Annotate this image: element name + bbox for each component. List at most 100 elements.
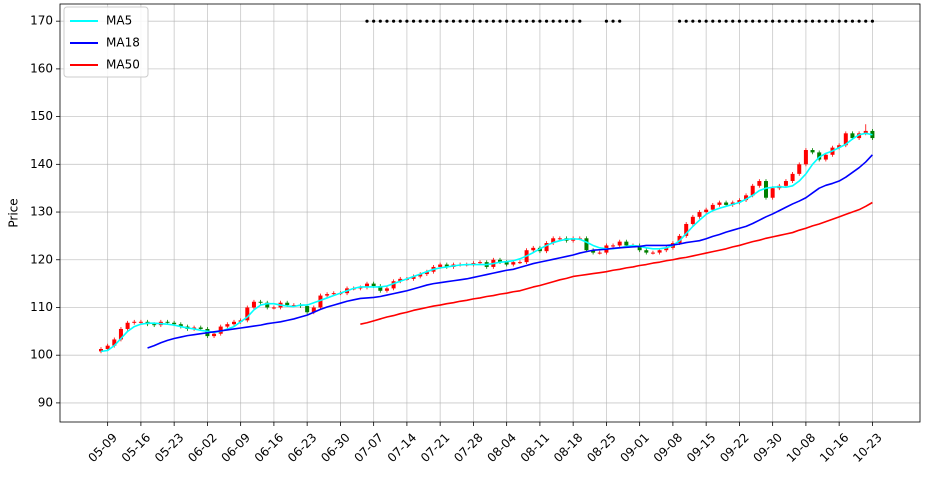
signal-marker: [857, 19, 861, 23]
signal-marker: [458, 19, 462, 23]
y-tick-label: 150: [30, 109, 53, 123]
candle-body: [178, 324, 183, 327]
signal-marker: [810, 19, 815, 23]
candle-body: [225, 324, 230, 327]
signal-marker: [771, 19, 775, 23]
signal-marker: [611, 19, 615, 23]
signal-marker: [438, 19, 442, 23]
candle-body: [498, 259, 502, 263]
candle-body: [704, 209, 709, 213]
signal-marker: [478, 19, 482, 23]
candle-body: [118, 328, 123, 340]
signal-marker: [684, 19, 688, 23]
signal-marker: [398, 19, 402, 23]
candle-body: [843, 133, 848, 146]
signal-marker: [511, 19, 515, 23]
signal-marker: [764, 19, 768, 23]
candle-body: [810, 150, 815, 153]
candle-body: [99, 348, 103, 352]
signal-marker: [365, 19, 369, 23]
signal-marker: [604, 19, 609, 23]
candle-body: [384, 288, 389, 291]
candle-body: [478, 262, 483, 264]
candle-body: [790, 173, 795, 182]
candle-body: [305, 306, 310, 313]
candle-body: [391, 281, 396, 289]
candle-body: [444, 264, 449, 267]
candle-body: [331, 293, 336, 295]
candle-body: [424, 271, 429, 275]
candle-body: [650, 252, 655, 254]
signal-marker: [864, 19, 868, 23]
candle-body: [438, 264, 443, 267]
signal-marker: [824, 19, 828, 23]
ma-line: [147, 154, 873, 349]
candle-body: [517, 262, 522, 264]
candle-body: [644, 250, 649, 253]
signal-marker: [724, 19, 728, 23]
signal-marker: [711, 19, 715, 23]
candle-body: [597, 252, 602, 254]
signal-marker: [697, 19, 702, 23]
y-tick-label: 140: [30, 157, 53, 171]
candle-body: [232, 321, 236, 325]
y-axis-label: Price: [7, 198, 21, 227]
candle-body: [132, 321, 137, 323]
signal-marker: [465, 19, 469, 23]
y-tick-label: 90: [38, 395, 53, 409]
signal-marker: [378, 19, 382, 23]
candle-body: [291, 305, 296, 307]
signal-marker: [392, 19, 396, 23]
signal-marker: [505, 19, 509, 23]
signal-marker: [558, 19, 562, 23]
candle-body: [710, 204, 715, 210]
signal-marker: [491, 19, 495, 23]
y-tick-label: 110: [30, 300, 53, 314]
candle-body: [837, 145, 842, 148]
ma-line: [100, 132, 873, 353]
candle-body: [365, 283, 369, 288]
candle-body: [152, 324, 157, 326]
candle-body: [611, 245, 616, 247]
plot-frame: [59, 3, 921, 423]
candle-body: [717, 202, 722, 205]
signal-marker: [451, 19, 456, 23]
candle-body: [823, 154, 828, 160]
candle-body: [850, 133, 855, 139]
candle-body: [325, 294, 330, 296]
signal-marker: [551, 19, 555, 23]
signal-marker: [385, 19, 389, 23]
signal-marker: [830, 19, 835, 23]
signal-marker: [525, 19, 529, 23]
candle-body: [418, 274, 423, 277]
candle-body: [245, 307, 250, 321]
candle-body: [172, 322, 177, 325]
signal-marker: [717, 19, 722, 23]
y-tick-label: 120: [30, 252, 53, 266]
signal-marker: [544, 19, 549, 23]
candle-body: [757, 181, 762, 186]
signal-marker: [425, 19, 429, 23]
candle-body: [591, 250, 596, 253]
candle-body: [258, 301, 263, 303]
candle-body: [684, 223, 689, 236]
candle-body: [511, 262, 516, 265]
candle-body: [770, 188, 775, 198]
candle-body: [318, 295, 323, 308]
signal-marker: [791, 19, 795, 23]
candle-body: [677, 235, 682, 244]
signal-marker: [485, 19, 489, 23]
candle-body: [803, 150, 808, 165]
signal-marker: [691, 19, 695, 23]
candle-body: [411, 276, 416, 279]
signal-marker: [731, 19, 735, 23]
signal-marker: [757, 19, 761, 23]
candle-body: [285, 302, 290, 306]
candle-body: [138, 321, 143, 323]
signal-marker: [837, 19, 841, 23]
signal-marker: [870, 19, 875, 23]
candle-body: [657, 250, 662, 253]
signal-marker: [751, 19, 755, 23]
signal-marker: [531, 19, 535, 23]
